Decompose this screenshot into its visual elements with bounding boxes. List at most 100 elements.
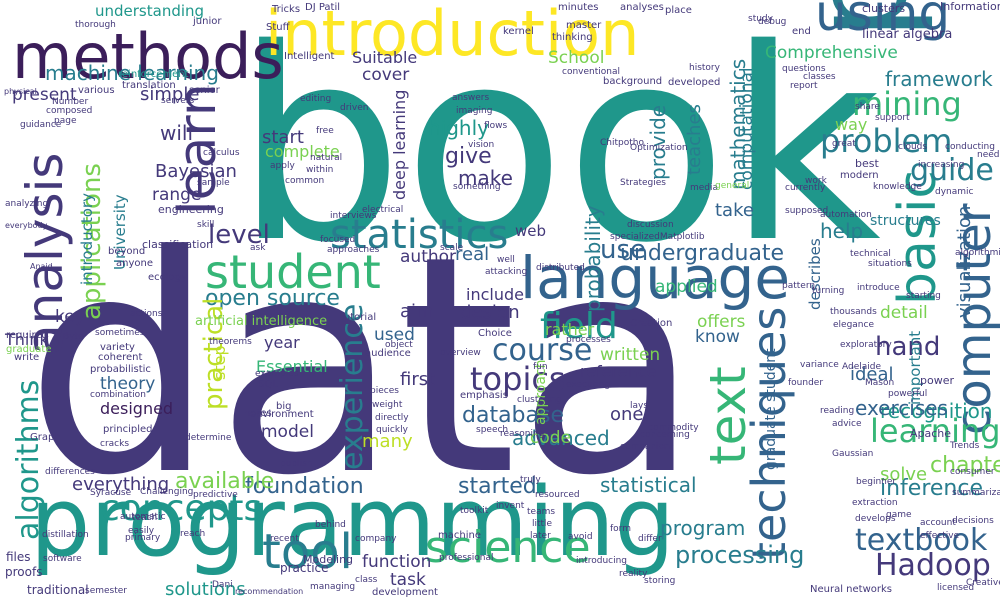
word-fun: fun (533, 362, 548, 372)
word-artificial-intelligence: artificial intelligence (195, 314, 327, 329)
word-scale: scale (440, 243, 464, 253)
word-place: place (665, 5, 692, 16)
word-think: Think (4, 330, 50, 349)
word-programming: programming (30, 468, 675, 578)
word-theory: theory (100, 374, 155, 394)
word-classes: classes (803, 72, 836, 82)
word-media: media (690, 183, 718, 193)
word-form: form (610, 524, 631, 534)
word-bayesian: Bayesian (155, 161, 237, 182)
word-well: well (497, 255, 515, 265)
word-one: one (610, 404, 644, 425)
word-summarization: summarization (952, 488, 1000, 498)
word-strategies: Strategies (620, 178, 666, 188)
word-easily: easily (128, 526, 155, 536)
word-increasing: increasing (918, 160, 964, 170)
word-weight: weight (372, 400, 403, 410)
word-graduate: graduate (6, 344, 51, 355)
word-challenging: Challenging (140, 487, 193, 497)
word-undergraduate: undergraduate (620, 241, 784, 266)
word-task: task (390, 570, 426, 590)
word-start: start (262, 127, 304, 148)
word-graph: Graph (30, 432, 61, 443)
word-will: will (160, 121, 193, 145)
word-using: using (815, 0, 950, 42)
word-reinforcement: reinforcement (118, 69, 189, 80)
word-take: take (715, 200, 754, 221)
word-actions: actions (130, 309, 163, 319)
word-everything: everything (72, 474, 169, 495)
word-adelaide: Adelaide (842, 362, 881, 372)
word-recent: recent (270, 534, 299, 544)
word-make: make (458, 166, 513, 190)
word-knowledge: knowledge (873, 182, 922, 192)
word-notes: notes (244, 408, 272, 419)
word-clouds: clouds (898, 142, 927, 152)
word-answers: answers (452, 93, 490, 103)
word-company: company (355, 534, 397, 544)
word-reading: reading (820, 406, 854, 416)
word-executing: executing (566, 380, 610, 390)
word-engineering: engineering (158, 203, 224, 216)
word-supposed: supposed (785, 206, 828, 216)
word-automatic: automatic (120, 512, 166, 522)
word-trends: Trends (949, 441, 980, 451)
word-solutions: solutions (165, 579, 246, 600)
word-sql: SQL (258, 379, 278, 390)
word-consumer: consumer (950, 467, 995, 477)
word-practical: practical (199, 298, 229, 410)
word-translation: translation (122, 80, 176, 91)
word-required: required (6, 330, 48, 341)
word-advice: advice (832, 419, 862, 429)
word-editing: editing (300, 94, 331, 104)
word-common: common (285, 176, 324, 186)
word-natural: natural (310, 153, 342, 163)
word-big: big (276, 401, 291, 412)
word-reference: reference (580, 362, 656, 381)
word-electrical: electrical (362, 205, 403, 215)
word-processing: processing (675, 541, 804, 569)
word-share: share (855, 102, 880, 112)
word-machine: machine (438, 530, 481, 541)
word-automation: automation (820, 210, 872, 220)
word-conventional: conventional (562, 67, 620, 77)
word-commodity: commodity (648, 423, 699, 433)
word-guidance: guidance (20, 120, 62, 130)
word-gaussian: Gaussian (832, 449, 873, 459)
word-directly: directly (375, 413, 409, 423)
word-clustering: clustering (517, 395, 562, 405)
word-power: power (920, 374, 954, 387)
word-anaid: Anaid (30, 262, 53, 271)
word-free: free (316, 126, 334, 136)
word-basic: basic (888, 170, 948, 305)
word-learning: learning (870, 412, 1000, 450)
word-vision: vision (468, 140, 494, 150)
word-mining: mining (852, 85, 962, 123)
word-essential: Essential (256, 357, 328, 376)
word-student: student (205, 245, 381, 299)
word-problem: problem (820, 122, 952, 160)
word-calculus: calculus (203, 148, 240, 158)
word-composed: composed (46, 106, 92, 116)
word-many: many (362, 431, 413, 452)
word-imaging: imaging (456, 106, 492, 116)
word-clusters: clusters (862, 2, 905, 15)
word-year: year (264, 333, 300, 352)
word-information: Information (940, 0, 1000, 13)
word-interviews: interviews (330, 211, 377, 221)
word-develops: develops (855, 514, 896, 524)
word-distillation: distillation (42, 530, 89, 540)
word-processes: processes (566, 335, 611, 345)
word-master: master (566, 20, 602, 31)
word-techniques: techniques (742, 307, 796, 560)
word-highly: highly (428, 116, 489, 140)
word-written: written (600, 345, 660, 365)
word-syracuse: Syracuse (90, 488, 132, 498)
word-deep-learning: deep learning (390, 90, 409, 200)
word-physical: physical (4, 87, 37, 96)
word-school: School (548, 48, 604, 68)
word-end: end (792, 26, 811, 37)
word-best: best (855, 157, 879, 170)
word-aim: aim (400, 301, 434, 322)
